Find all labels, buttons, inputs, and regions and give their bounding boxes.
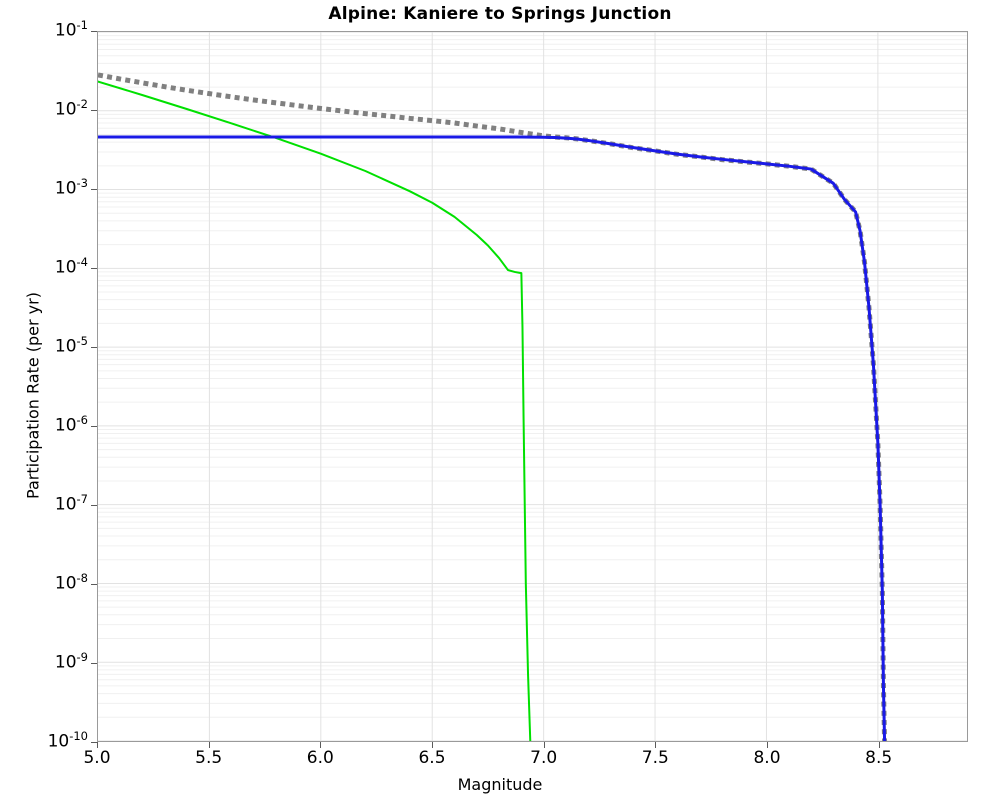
x-tick-mark — [97, 742, 98, 748]
x-tick-label: 8.0 — [753, 748, 781, 768]
y-tick-mark — [91, 584, 97, 585]
y-tick-mark — [91, 189, 97, 190]
x-tick-mark — [543, 742, 545, 748]
series-characteristic — [98, 135, 887, 741]
x-tick-label: 6.5 — [418, 748, 446, 768]
y-tick-label: 10-7 — [54, 491, 88, 515]
y-tick-label: 10-5 — [54, 333, 88, 357]
y-tick-label: 10-1 — [54, 17, 88, 41]
plot-area — [97, 31, 968, 742]
x-tick-label: 5.0 — [83, 748, 111, 768]
x-tick-mark — [655, 742, 657, 748]
data-series-layer — [98, 72, 888, 741]
y-axis-label: Participation Rate (per yr) — [23, 292, 43, 499]
gridlines — [98, 32, 967, 741]
y-tick-mark — [91, 505, 97, 506]
x-axis-label: Magnitude — [457, 775, 543, 794]
x-tick-mark — [320, 742, 322, 748]
chart-title: Alpine: Kaniere to Springs Junction — [328, 4, 672, 24]
y-tick-mark — [91, 426, 97, 427]
y-tick-mark — [91, 31, 97, 32]
y-tick-label: 10-6 — [54, 412, 88, 436]
x-tick-label: 5.5 — [195, 748, 223, 768]
series-total — [98, 72, 888, 741]
y-tick-mark — [91, 347, 97, 348]
y-tick-label: 10-3 — [54, 175, 88, 199]
x-tick-mark — [432, 742, 433, 748]
y-tick-label: 10-2 — [54, 96, 88, 120]
x-tick-label: 8.5 — [865, 748, 893, 768]
y-tick-label: 10-9 — [54, 649, 88, 673]
x-tick-mark — [767, 742, 768, 748]
x-tick-label: 7.0 — [530, 748, 558, 768]
y-tick-mark — [91, 110, 97, 111]
y-tick-label: 10-10 — [47, 728, 88, 752]
y-tick-mark — [91, 663, 97, 664]
y-tick-label: 10-8 — [54, 570, 88, 594]
x-tick-label: 6.0 — [306, 748, 334, 768]
x-tick-label: 7.5 — [641, 748, 669, 768]
series-background — [98, 80, 532, 741]
y-tick-mark — [91, 742, 97, 743]
y-tick-mark — [91, 268, 97, 269]
x-tick-mark — [208, 742, 210, 748]
x-tick-mark — [878, 742, 880, 748]
y-tick-label: 10-4 — [54, 254, 88, 278]
